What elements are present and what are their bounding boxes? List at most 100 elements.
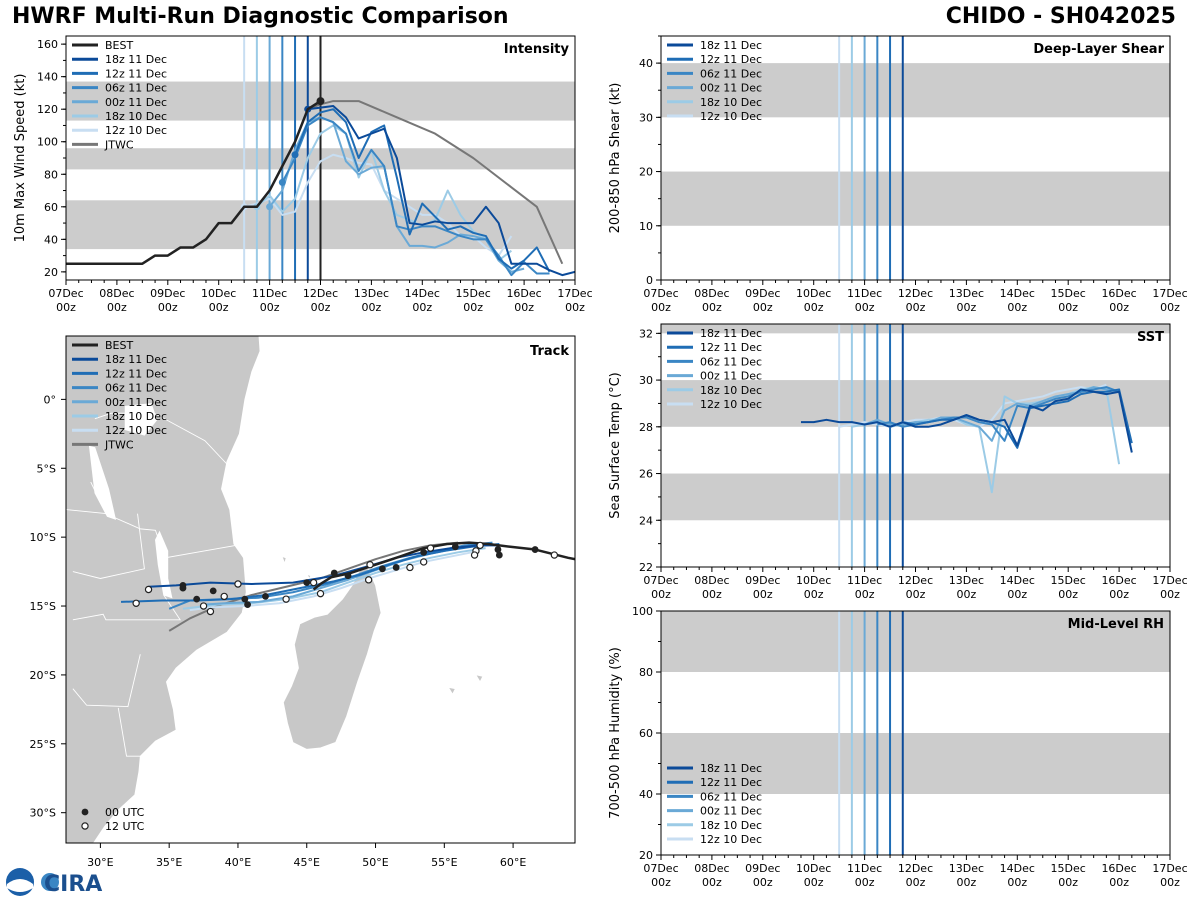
marker-00utc [193, 595, 201, 603]
globe-icon [41, 873, 59, 891]
x-tick-label: 11Dec [847, 862, 882, 875]
sst-y-axis-label: Sea Surface Temp (°C) [608, 372, 623, 519]
y-tick-label: 140 [37, 71, 58, 84]
shear-y-axis-label: 200-850 hPa Shear (kt) [608, 83, 623, 234]
x-tick-label: 16Dec [506, 287, 541, 300]
rh-plot-area [661, 611, 1170, 855]
x-tick-sublabel: 00z [412, 301, 432, 314]
x-tick-label: 15Dec [1051, 862, 1086, 875]
x-tick-label: 12Dec [898, 287, 933, 300]
y-tick-label: 20 [639, 166, 653, 179]
legend-label: 18z 11 Dec [105, 353, 167, 366]
x-tick-sublabel: 00z [753, 588, 773, 601]
y-tick-label: 28 [639, 421, 653, 434]
legend-label: 06z 11 Dec [700, 67, 762, 80]
x-tick-label: 30°E [87, 856, 113, 869]
country-border [90, 481, 244, 559]
y-tick-label: 100 [632, 605, 653, 618]
legend-label: 18z 11 Dec [700, 327, 762, 340]
noaa-bird-icon [7, 879, 33, 892]
legend-label: 18z 11 Dec [700, 762, 762, 775]
marker-00utc [495, 551, 503, 559]
legend-label: 18z 10 Dec [105, 110, 167, 123]
x-tick-label: 50°E [362, 856, 388, 869]
legend-label: 18z 10 Dec [700, 819, 762, 832]
x-tick-sublabel: 00z [56, 301, 76, 314]
x-tick-label: 17Dec [1152, 287, 1187, 300]
legend-label: 00z 11 Dec [700, 805, 762, 818]
x-tick-sublabel: 00z [651, 301, 671, 314]
cira-logo: CIRA [6, 868, 102, 897]
x-tick-label: 13Dec [949, 574, 984, 587]
series-start-point [266, 203, 274, 211]
x-tick-label: 14Dec [405, 287, 440, 300]
x-tick-sublabel: 00z [753, 301, 773, 314]
x-tick-label: 11Dec [847, 574, 882, 587]
country-border [72, 654, 141, 708]
legend-marker-00utc [81, 808, 89, 816]
shaded-band [661, 324, 1170, 334]
shaded-band [661, 611, 1170, 672]
series-line-12z-11-dec [294, 108, 551, 273]
legend-label: 00 UTC [105, 806, 145, 819]
x-tick-sublabel: 00z [362, 301, 382, 314]
x-tick-sublabel: 00z [1160, 876, 1180, 889]
x-tick-sublabel: 00z [906, 588, 926, 601]
country-border [72, 513, 145, 579]
x-tick-label: 07Dec [643, 574, 678, 587]
marker-00utc [344, 572, 352, 580]
x-tick-sublabel: 00z [1160, 588, 1180, 601]
track-line-18z-10-dec [182, 547, 486, 610]
x-tick-sublabel: 00z [702, 876, 722, 889]
x-tick-label: 40°E [225, 856, 251, 869]
x-tick-label: 16Dec [1101, 862, 1136, 875]
x-tick-label: 10Dec [796, 862, 831, 875]
shear-plot-area [661, 36, 1170, 280]
x-tick-sublabel: 00z [1109, 876, 1129, 889]
legend-label: JTWC [104, 138, 134, 151]
y-tick-label: 60 [44, 201, 58, 214]
intensity-y-axis-label: 10m Max Wind Speed (kt) [13, 74, 28, 243]
country-border [117, 707, 141, 757]
x-tick-sublabel: 00z [855, 588, 875, 601]
track-line-best [312, 541, 575, 591]
y-tick-label: 0° [44, 393, 57, 406]
x-tick-label: 17Dec [1152, 862, 1187, 875]
series-start-point [291, 151, 299, 159]
x-tick-label: 09Dec [745, 574, 780, 587]
x-tick-sublabel: 00z [804, 301, 824, 314]
y-tick-label: 60 [639, 727, 653, 740]
marker-00utc [451, 543, 459, 551]
legend-label: 18z 11 Dec [105, 53, 167, 66]
legend-label: 12z 11 Dec [700, 53, 762, 66]
y-tick-label: 32 [639, 327, 653, 340]
legend-label: 00z 11 Dec [105, 396, 167, 409]
legend-label: 12z 10 Dec [700, 398, 762, 411]
marker-00utc [330, 569, 338, 577]
x-tick-label: 07Dec [643, 862, 678, 875]
legend-label: 18z 10 Dec [700, 384, 762, 397]
marker-12utc [426, 544, 435, 552]
legend-label: BEST [105, 339, 133, 352]
marker-12utc [282, 595, 290, 603]
y-tick-label: 100 [37, 136, 58, 149]
x-tick-label: 07Dec [48, 287, 83, 300]
y-tick-label: 80 [44, 168, 58, 181]
series-line-jtwc [307, 100, 564, 265]
x-tick-sublabel: 00z [651, 588, 671, 601]
x-tick-label: 08Dec [694, 862, 729, 875]
x-tick-sublabel: 00z [1007, 588, 1027, 601]
shaded-band [661, 733, 1170, 794]
shaded-band [661, 473, 1170, 521]
track-plot-area [66, 336, 575, 843]
marker-12utc [234, 580, 242, 588]
x-tick-label: 09Dec [150, 287, 185, 300]
y-tick-label: 80 [639, 666, 653, 679]
legend-label: 12z 10 Dec [700, 833, 762, 846]
x-tick-label: 15Dec [1051, 287, 1086, 300]
x-tick-label: 13Dec [354, 287, 389, 300]
marker-12utc [132, 599, 140, 607]
legend-label: 06z 11 Dec [700, 790, 762, 803]
x-tick-sublabel: 00z [804, 876, 824, 889]
